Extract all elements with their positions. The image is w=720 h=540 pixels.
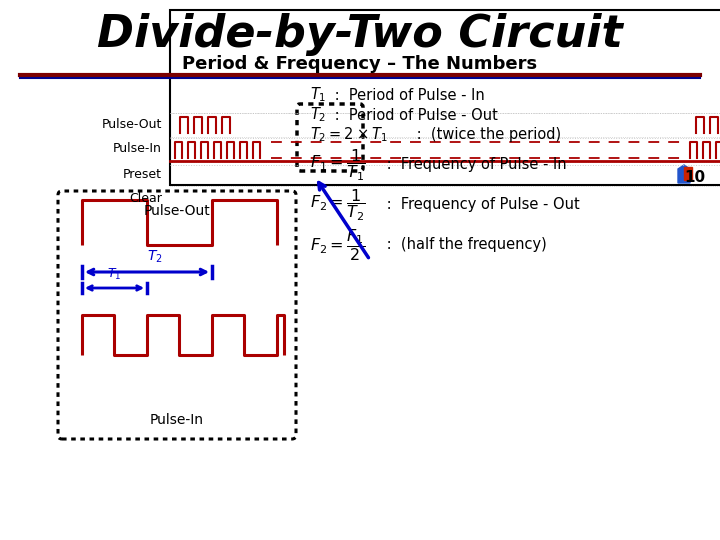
Text: Period & Frequency – The Numbers: Period & Frequency – The Numbers bbox=[182, 55, 538, 73]
Text: Pulse-In: Pulse-In bbox=[150, 413, 204, 427]
Text: $T_1$: $T_1$ bbox=[310, 86, 326, 104]
Text: :  Frequency of Pulse - Out: : Frequency of Pulse - Out bbox=[382, 198, 580, 213]
Text: :  Frequency of Pulse - In: : Frequency of Pulse - In bbox=[382, 158, 567, 172]
Text: Pulse-Out: Pulse-Out bbox=[102, 118, 162, 132]
Text: $T_1$: $T_1$ bbox=[107, 267, 122, 282]
Text: Preset: Preset bbox=[123, 167, 162, 180]
Text: $T_2$: $T_2$ bbox=[310, 106, 326, 124]
FancyBboxPatch shape bbox=[58, 191, 296, 439]
Text: $F_1 = \dfrac{1}{T_1}$: $F_1 = \dfrac{1}{T_1}$ bbox=[310, 147, 366, 183]
Text: $F_2 = \dfrac{1}{T_2}$: $F_2 = \dfrac{1}{T_2}$ bbox=[310, 187, 366, 223]
Text: :  Period of Pulse - Out: : Period of Pulse - Out bbox=[330, 107, 498, 123]
Text: :  (twice the period): : (twice the period) bbox=[412, 127, 561, 143]
FancyBboxPatch shape bbox=[297, 104, 363, 171]
Text: $T_2 = 2 \times T_1$: $T_2 = 2 \times T_1$ bbox=[310, 126, 387, 144]
Bar bbox=[170, 10, 720, 185]
Text: Pulse-In: Pulse-In bbox=[113, 143, 162, 156]
Polygon shape bbox=[678, 165, 690, 183]
Text: :  Period of Pulse - In: : Period of Pulse - In bbox=[330, 87, 485, 103]
Text: :  (half the frequency): : (half the frequency) bbox=[382, 238, 546, 253]
Text: Pulse-Out: Pulse-Out bbox=[143, 204, 210, 218]
Text: Divide-by-Two Circuit: Divide-by-Two Circuit bbox=[97, 14, 623, 57]
Text: $T_2$: $T_2$ bbox=[147, 248, 163, 265]
Polygon shape bbox=[684, 167, 692, 180]
Text: $F_2 = \dfrac{F_1}{2}$: $F_2 = \dfrac{F_1}{2}$ bbox=[310, 227, 365, 263]
Text: Clear: Clear bbox=[129, 192, 162, 205]
Text: 10: 10 bbox=[685, 171, 706, 186]
